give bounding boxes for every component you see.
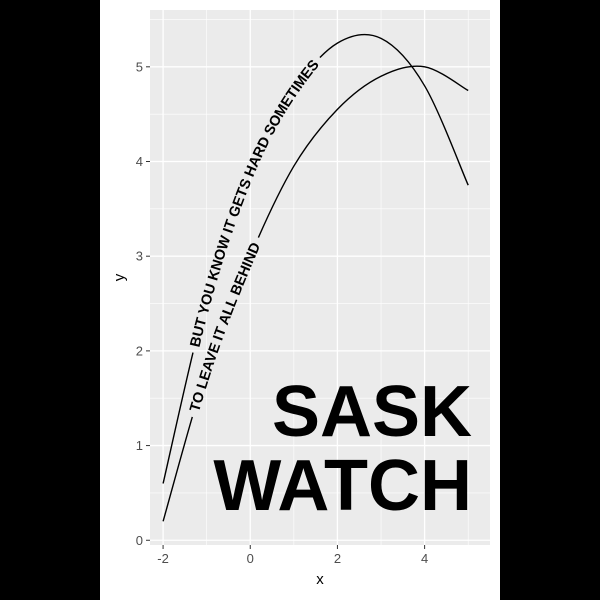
series-2-line — [162, 65, 469, 522]
minor-gridlines — [150, 10, 490, 545]
y-tick-label: 1 — [136, 438, 143, 453]
x-tick-label: 4 — [421, 551, 428, 566]
y-tick-label: 0 — [136, 533, 143, 548]
annotation-watch: WATCH — [213, 446, 472, 526]
y-axis-title: y — [111, 273, 128, 281]
x-tick-label: -2 — [157, 551, 169, 566]
tick-labels: -2 0 2 4 0 1 2 3 4 5 — [136, 59, 428, 566]
x-axis-title: x — [316, 571, 324, 588]
y-tick-label: 3 — [136, 249, 143, 264]
annotation-sask: SASK — [272, 372, 472, 452]
x-tick-label: 2 — [334, 551, 341, 566]
series-1-line — [162, 33, 469, 484]
y-tick-label: 4 — [136, 154, 143, 169]
chart-canvas: BUT YOU KNOW IT GETS HARD SOMETIMES TO LE… — [100, 0, 500, 600]
major-gridlines — [150, 10, 490, 545]
y-tick-label: 5 — [136, 59, 143, 74]
x-tick-label: 0 — [247, 551, 254, 566]
axis-ticks — [146, 66, 426, 549]
y-tick-label: 2 — [136, 343, 143, 358]
